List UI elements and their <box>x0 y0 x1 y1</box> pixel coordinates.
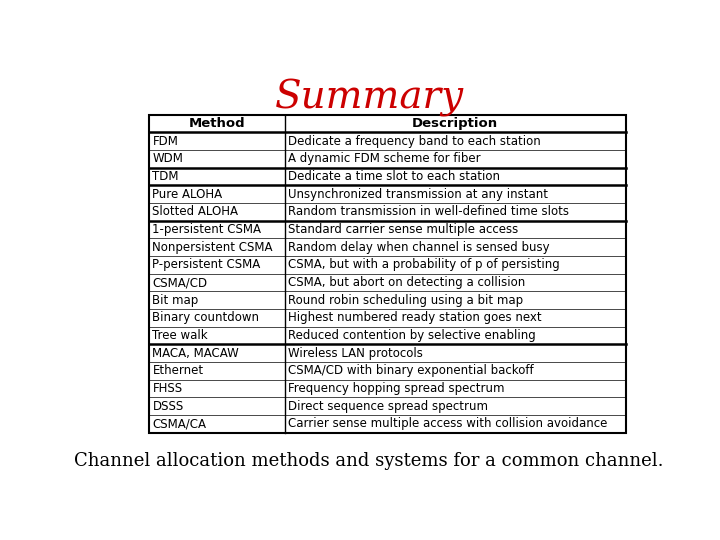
Text: DSSS: DSSS <box>153 400 184 413</box>
Text: CSMA, but with a probability of p of persisting: CSMA, but with a probability of p of per… <box>289 259 560 272</box>
Text: A dynamic FDM scheme for fiber: A dynamic FDM scheme for fiber <box>289 152 481 165</box>
Text: Random transmission in well-defined time slots: Random transmission in well-defined time… <box>289 205 570 218</box>
Text: Ethernet: Ethernet <box>153 364 204 377</box>
Text: FHSS: FHSS <box>153 382 183 395</box>
Text: CSMA/CD with binary exponential backoff: CSMA/CD with binary exponential backoff <box>289 364 534 377</box>
Text: CSMA/CA: CSMA/CA <box>153 417 207 430</box>
Text: Direct sequence spread spectrum: Direct sequence spread spectrum <box>289 400 488 413</box>
Text: Reduced contention by selective enabling: Reduced contention by selective enabling <box>289 329 536 342</box>
Text: CSMA/CD: CSMA/CD <box>153 276 207 289</box>
Text: 1-persistent CSMA: 1-persistent CSMA <box>153 223 261 236</box>
Text: Nonpersistent CSMA: Nonpersistent CSMA <box>153 241 273 254</box>
Text: Slotted ALOHA: Slotted ALOHA <box>153 205 238 218</box>
Text: Tree walk: Tree walk <box>153 329 208 342</box>
Text: MACA, MACAW: MACA, MACAW <box>153 347 239 360</box>
Text: Dedicate a time slot to each station: Dedicate a time slot to each station <box>289 170 500 183</box>
Text: Description: Description <box>412 117 498 130</box>
Text: Bit map: Bit map <box>153 294 199 307</box>
Text: TDM: TDM <box>153 170 179 183</box>
Text: Highest numbered ready station goes next: Highest numbered ready station goes next <box>289 312 542 325</box>
Text: Unsynchronized transmission at any instant: Unsynchronized transmission at any insta… <box>289 188 549 201</box>
Text: Random delay when channel is sensed busy: Random delay when channel is sensed busy <box>289 241 550 254</box>
Text: Wireless LAN protocols: Wireless LAN protocols <box>289 347 423 360</box>
Text: CSMA, but abort on detecting a collision: CSMA, but abort on detecting a collision <box>289 276 526 289</box>
Text: FDM: FDM <box>153 134 179 148</box>
Text: Carrier sense multiple access with collision avoidance: Carrier sense multiple access with colli… <box>289 417 608 430</box>
Text: Method: Method <box>188 117 245 130</box>
Text: Binary countdown: Binary countdown <box>153 312 259 325</box>
Text: P-persistent CSMA: P-persistent CSMA <box>153 259 261 272</box>
Text: Standard carrier sense multiple access: Standard carrier sense multiple access <box>289 223 518 236</box>
Text: Dedicate a frequency band to each station: Dedicate a frequency band to each statio… <box>289 134 541 148</box>
Text: Summary: Summary <box>274 79 464 117</box>
Text: Channel allocation methods and systems for a common channel.: Channel allocation methods and systems f… <box>74 452 664 470</box>
Text: Pure ALOHA: Pure ALOHA <box>153 188 222 201</box>
Text: WDM: WDM <box>153 152 184 165</box>
Text: Frequency hopping spread spectrum: Frequency hopping spread spectrum <box>289 382 505 395</box>
Text: Round robin scheduling using a bit map: Round robin scheduling using a bit map <box>289 294 523 307</box>
